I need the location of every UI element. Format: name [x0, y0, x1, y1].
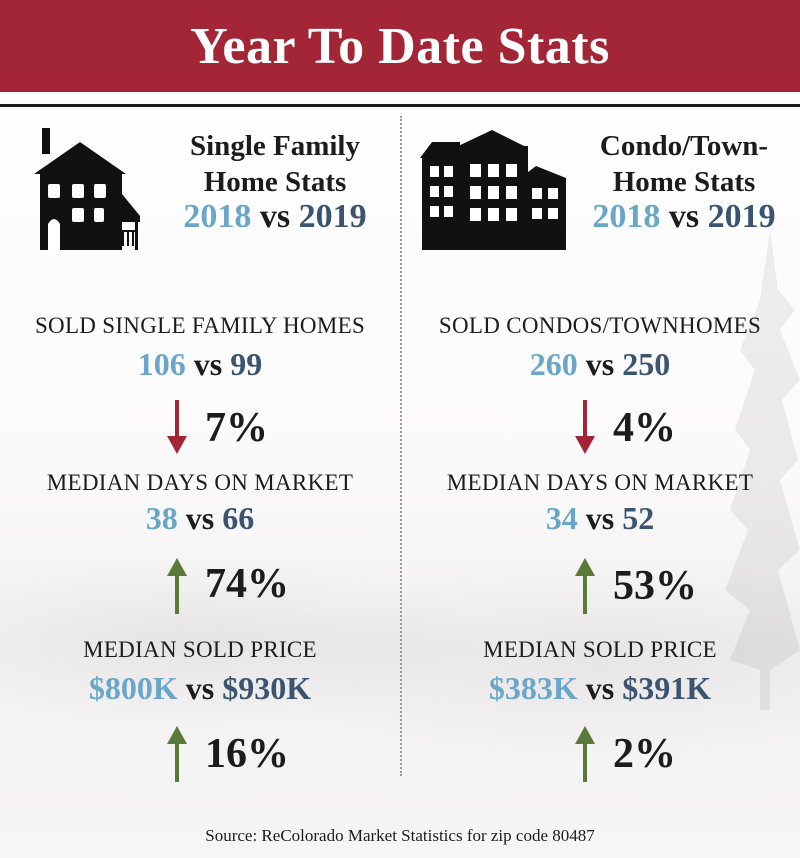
single-family-column: Single Family Home Stats 2018 vs 2019 SO… — [0, 128, 400, 782]
down-arrow-icon — [167, 400, 187, 454]
right-heading-line1: Condo/Town- — [599, 130, 769, 162]
left-stat-2-values: 38 vs 66 — [0, 500, 400, 537]
left-year-vs: vs — [259, 198, 291, 235]
source-footnote: Source: ReColorado Market Statistics for… — [205, 826, 595, 845]
header-rule — [0, 104, 800, 107]
right-stat-2-label: MEDIAN DAYS ON MARKET — [446, 470, 754, 495]
column-divider — [400, 116, 402, 776]
page-title: Year To Date Stats — [190, 17, 610, 75]
left-stat-2-b: 66 — [222, 500, 255, 536]
right-stat-1-pct: 4% — [613, 405, 676, 451]
right-stat-1-b: 250 — [622, 346, 671, 382]
right-year-vs: vs — [668, 198, 700, 235]
right-stat-2-pct: 53% — [613, 563, 697, 609]
left-stat-2-pct: 74% — [205, 561, 289, 607]
left-year-b: 2019 — [298, 198, 367, 235]
condo-buildings-icon — [420, 130, 566, 250]
tree-silhouette-icon — [725, 230, 800, 710]
title-banner: Year To Date Stats — [0, 0, 800, 92]
left-stat-3-b: $930K — [222, 670, 312, 706]
right-stat-3-values: $383K vs $391K — [400, 670, 800, 707]
left-heading-line1: Single Family — [190, 130, 360, 162]
left-stat-1-a: 106 — [137, 346, 186, 382]
right-stat-3-pct: 2% — [613, 731, 676, 777]
right-stat-3-vs: vs — [585, 670, 615, 706]
down-arrow-icon — [575, 400, 595, 454]
right-heading-line2: Home Stats — [612, 166, 756, 198]
right-stat-1-vs: vs — [585, 346, 615, 382]
right-stat-3-a: $383K — [488, 670, 578, 706]
right-stat-2-values: 34 vs 52 — [400, 500, 800, 537]
condo-column: Condo/Town- Home Stats 2018 vs 2019 SOLD… — [400, 0, 800, 858]
left-stat-2-label: MEDIAN DAYS ON MARKET — [46, 470, 354, 495]
up-arrow-icon — [575, 558, 595, 614]
right-year-b: 2019 — [707, 198, 776, 235]
right-stat-2-vs: vs — [585, 500, 615, 536]
single-family-house-icon — [34, 128, 140, 250]
right-stat-1-a: 260 — [529, 346, 578, 382]
right-stat-2-b: 52 — [622, 500, 655, 536]
right-stat-1-label: SOLD CONDOS/TOWNHOMES — [438, 313, 762, 338]
left-stat-3-pct: 16% — [205, 731, 289, 777]
right-year-compare: 2018 vs 2019 — [568, 198, 800, 236]
right-stat-1-values: 260 vs 250 — [400, 346, 800, 383]
left-heading-line2: Home Stats — [203, 166, 347, 198]
left-stat-1-values: 106 vs 99 — [0, 346, 400, 383]
left-stat-1-pct: 7% — [205, 405, 268, 451]
left-stat-1-b: 99 — [230, 346, 263, 382]
left-stat-2-a: 38 — [145, 500, 178, 536]
right-stat-2-a: 34 — [545, 500, 578, 536]
up-arrow-icon — [167, 558, 187, 614]
left-year-compare: 2018 vs 2019 — [160, 198, 390, 236]
left-stat-3-values: $800K vs $930K — [0, 670, 400, 707]
right-stat-3-label: MEDIAN SOLD PRICE — [483, 637, 717, 662]
right-year-a: 2018 — [592, 198, 661, 235]
left-stat-3-a: $800K — [88, 670, 178, 706]
left-stat-1-label: SOLD SINGLE FAMILY HOMES — [34, 313, 366, 338]
left-stat-1-vs: vs — [193, 346, 223, 382]
left-stat-3-label: MEDIAN SOLD PRICE — [83, 637, 317, 662]
right-stat-3-b: $391K — [622, 670, 712, 706]
left-stat-2-vs: vs — [185, 500, 215, 536]
left-stat-3-vs: vs — [185, 670, 215, 706]
up-arrow-icon — [167, 726, 187, 782]
left-year-a: 2018 — [183, 198, 252, 235]
up-arrow-icon — [575, 726, 595, 782]
